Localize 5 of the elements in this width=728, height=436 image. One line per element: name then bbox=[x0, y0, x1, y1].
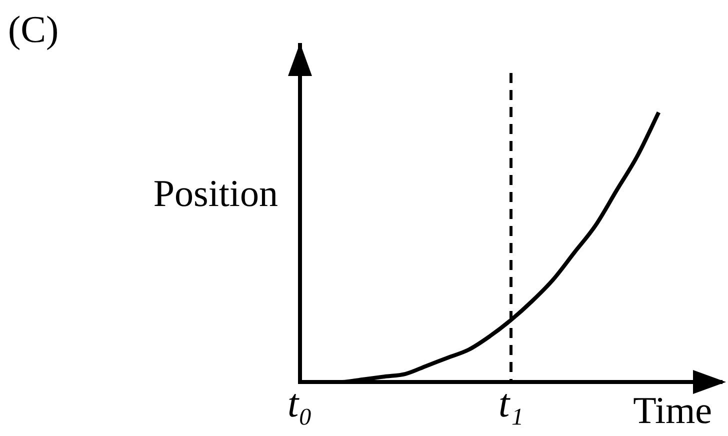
chart-title: (C) bbox=[8, 8, 59, 52]
x-tick-label: t₀ bbox=[287, 380, 313, 426]
x-axis-title: Time bbox=[633, 390, 712, 432]
y-axis-title: Position bbox=[153, 172, 278, 215]
x-tick-label: t₁ bbox=[498, 380, 524, 426]
